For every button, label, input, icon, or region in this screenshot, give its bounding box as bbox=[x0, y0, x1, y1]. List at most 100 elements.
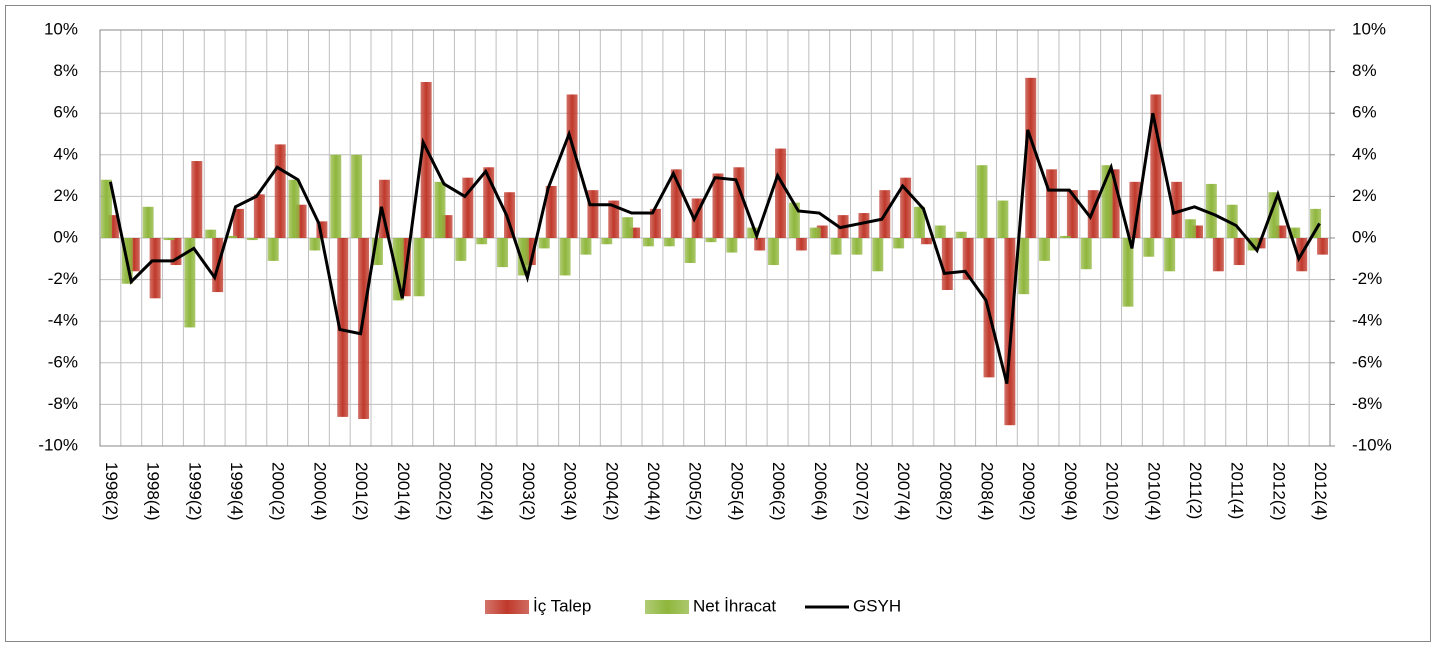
x-tick-label: 2012(2) bbox=[1269, 462, 1288, 521]
bar bbox=[420, 82, 432, 238]
x-tick-label: 2006(2) bbox=[769, 462, 788, 521]
x-tick-label: 2003(4) bbox=[561, 462, 580, 521]
bar bbox=[100, 179, 112, 238]
bar bbox=[295, 204, 307, 238]
y2-tick-label: 8% bbox=[1352, 61, 1377, 80]
y2-tick-label: -10% bbox=[1352, 435, 1392, 454]
x-tick-label: 2011(4) bbox=[1228, 462, 1247, 519]
y2-tick-label: 0% bbox=[1352, 227, 1377, 246]
x-tick-label: 2009(4) bbox=[1061, 462, 1080, 521]
x-tick-label: 2002(2) bbox=[435, 462, 454, 521]
bar bbox=[608, 200, 620, 238]
bar bbox=[184, 238, 196, 328]
bar bbox=[1289, 227, 1301, 238]
x-tick-label: 2008(4) bbox=[978, 462, 997, 521]
bar bbox=[434, 181, 446, 238]
bar bbox=[1025, 77, 1037, 238]
bar bbox=[601, 238, 613, 245]
bar bbox=[538, 238, 550, 249]
x-tick-label: 2010(2) bbox=[1103, 462, 1122, 521]
bar bbox=[642, 238, 654, 247]
y-tick-label: -2% bbox=[48, 269, 78, 288]
bar bbox=[712, 173, 724, 238]
y2-tick-label: 4% bbox=[1352, 144, 1377, 163]
bar bbox=[976, 165, 988, 238]
bar bbox=[733, 167, 745, 238]
x-tick-label: 2005(4) bbox=[727, 462, 746, 521]
bar bbox=[274, 144, 286, 238]
bar bbox=[775, 148, 787, 238]
x-tick-label: 2000(4) bbox=[310, 462, 329, 521]
bar bbox=[1317, 238, 1329, 255]
legend-swatch bbox=[485, 600, 529, 614]
bar bbox=[649, 208, 661, 238]
bar bbox=[705, 238, 717, 243]
x-tick-label: 2004(2) bbox=[602, 462, 621, 521]
bar bbox=[816, 225, 828, 238]
y2-tick-label: -2% bbox=[1352, 269, 1382, 288]
chart-border bbox=[5, 5, 1431, 642]
bar bbox=[1143, 238, 1155, 257]
x-tick-label: 2003(2) bbox=[519, 462, 538, 521]
bar bbox=[1059, 235, 1071, 238]
bar bbox=[1101, 165, 1113, 238]
bar bbox=[246, 238, 258, 241]
y-tick-label: 4% bbox=[53, 144, 78, 163]
x-tick-label: 1999(2) bbox=[185, 462, 204, 521]
bar bbox=[233, 208, 245, 238]
bar bbox=[934, 225, 946, 238]
bar bbox=[149, 238, 161, 299]
bar bbox=[1275, 225, 1287, 238]
bar bbox=[962, 238, 974, 280]
bar bbox=[1191, 225, 1203, 238]
bar bbox=[392, 238, 404, 301]
bar bbox=[170, 238, 182, 266]
bar bbox=[358, 238, 370, 419]
bar bbox=[191, 161, 203, 238]
bar bbox=[955, 231, 967, 238]
bar bbox=[920, 238, 932, 245]
bar bbox=[517, 238, 529, 276]
x-tick-label: 2010(4) bbox=[1144, 462, 1163, 521]
bar bbox=[670, 169, 682, 238]
bar bbox=[684, 238, 696, 263]
bar bbox=[872, 238, 884, 272]
y2-tick-label: 10% bbox=[1352, 19, 1386, 38]
bar bbox=[253, 194, 265, 238]
bar bbox=[941, 238, 953, 290]
y-tick-label: 6% bbox=[53, 103, 78, 122]
line bbox=[108, 112, 1321, 384]
y-tick-label: -4% bbox=[48, 311, 78, 330]
bar bbox=[1087, 190, 1099, 238]
bar bbox=[1046, 169, 1058, 238]
bar bbox=[913, 206, 925, 238]
y-tick-label: 8% bbox=[53, 61, 78, 80]
bar bbox=[691, 198, 703, 238]
bar bbox=[580, 238, 592, 255]
bar bbox=[1212, 238, 1224, 272]
bar bbox=[997, 200, 1009, 238]
bar bbox=[851, 238, 863, 255]
x-tick-label: 2006(4) bbox=[811, 462, 830, 521]
y-tick-label: -6% bbox=[48, 352, 78, 371]
bar bbox=[1122, 238, 1134, 307]
bar bbox=[788, 202, 800, 238]
bar bbox=[1226, 204, 1238, 238]
bar bbox=[726, 238, 738, 253]
bar bbox=[1268, 192, 1280, 238]
bar bbox=[1039, 238, 1051, 261]
bar bbox=[316, 221, 328, 238]
plot-area bbox=[99, 29, 1331, 447]
bar bbox=[476, 238, 488, 245]
bar bbox=[1080, 238, 1092, 270]
bar bbox=[1164, 238, 1176, 272]
bar bbox=[309, 238, 321, 251]
x-tick-label: 1998(2) bbox=[102, 462, 121, 521]
x-tick-label: 2001(4) bbox=[394, 462, 413, 521]
x-tick-label: 2004(4) bbox=[644, 462, 663, 521]
bar bbox=[747, 227, 759, 238]
x-tick-label: 2011(2) bbox=[1186, 462, 1205, 519]
legend-label: Net İhracat bbox=[693, 596, 776, 615]
bar bbox=[587, 190, 599, 238]
